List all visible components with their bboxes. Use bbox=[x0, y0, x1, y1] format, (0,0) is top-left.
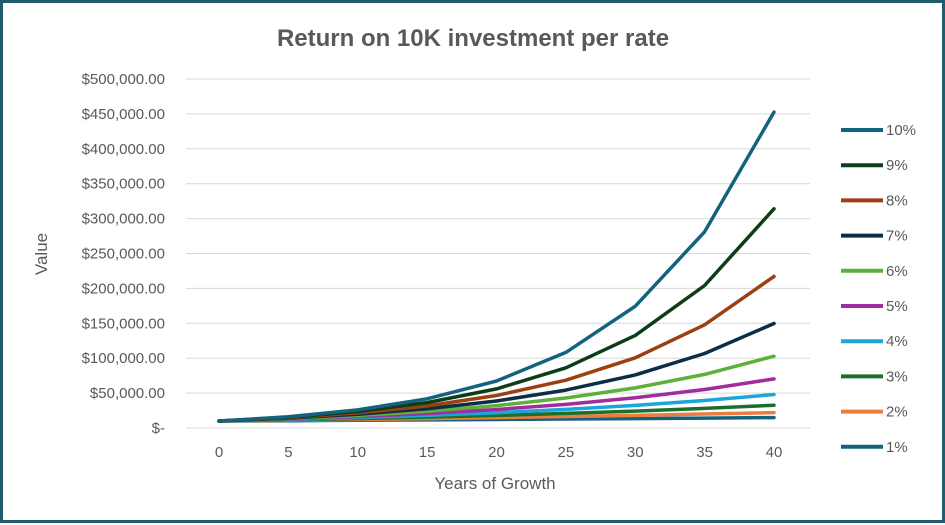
gridlines bbox=[186, 78, 810, 429]
x-tick-label: 35 bbox=[696, 444, 713, 461]
y-tick-label: $500,000.00 bbox=[82, 71, 165, 88]
series-lines bbox=[217, 110, 776, 423]
x-tick-label: 10 bbox=[349, 444, 366, 461]
y-tick-label: $100,000.00 bbox=[82, 350, 165, 367]
x-tick-label: 0 bbox=[215, 444, 223, 461]
x-tick-label: 40 bbox=[766, 444, 783, 461]
x-axis-ticks: 0 5 10 15 20 25 30 35 40 bbox=[215, 444, 783, 461]
y-tick-label: $300,000.00 bbox=[82, 211, 165, 228]
x-tick-label: 15 bbox=[419, 444, 436, 461]
legend-entry: 8% bbox=[886, 192, 908, 209]
x-tick-label: 30 bbox=[627, 444, 644, 461]
legend-entry: 7% bbox=[886, 228, 908, 245]
legend-entry: 1% bbox=[886, 439, 908, 456]
x-tick-label: 5 bbox=[284, 444, 292, 461]
y-axis-label: Value bbox=[32, 233, 51, 275]
legend-entry: 9% bbox=[886, 157, 908, 174]
x-tick-label: 20 bbox=[488, 444, 505, 461]
legend: 10% 9% 8% 7% 6% 5% 4% 3% 2% 1% bbox=[841, 122, 916, 456]
y-tick-label: $250,000.00 bbox=[82, 246, 165, 263]
legend-entry: 2% bbox=[886, 404, 908, 421]
y-tick-label: $350,000.00 bbox=[82, 176, 165, 193]
series-line-10pct bbox=[217, 110, 776, 423]
legend-entry: 4% bbox=[886, 333, 908, 350]
line-chart: Return on 10K investment per rate $- $50,… bbox=[32, 25, 916, 493]
y-tick-label: $50,000.00 bbox=[90, 385, 165, 402]
legend-entry: 6% bbox=[886, 263, 908, 280]
x-axis-label: Years of Growth bbox=[434, 474, 555, 493]
y-tick-label: $150,000.00 bbox=[82, 315, 165, 332]
y-tick-label: $400,000.00 bbox=[82, 141, 165, 158]
series-line-9pct bbox=[217, 207, 776, 423]
legend-entry: 5% bbox=[886, 298, 908, 315]
y-tick-label: $450,000.00 bbox=[82, 106, 165, 123]
y-axis-ticks: $- $50,000.00 $100,000.00 $150,000.00 $200,0… bbox=[82, 71, 165, 437]
y-tick-label: $- bbox=[152, 420, 165, 437]
y-tick-label: $200,000.00 bbox=[82, 280, 165, 297]
chart-title: Return on 10K investment per rate bbox=[277, 25, 669, 52]
legend-entry: 3% bbox=[886, 368, 908, 385]
legend-entry: 10% bbox=[886, 122, 916, 139]
x-tick-label: 25 bbox=[558, 444, 575, 461]
